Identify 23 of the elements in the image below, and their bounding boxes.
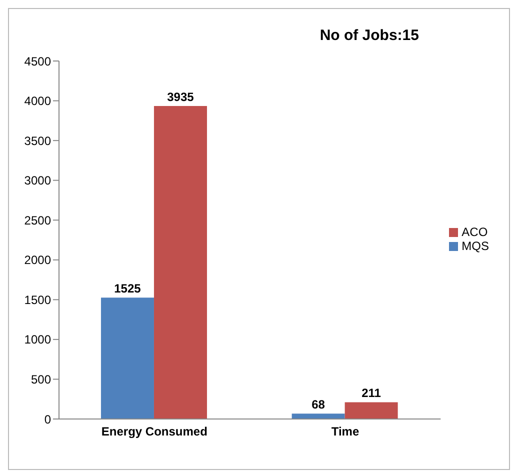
legend-label: ACO [462,225,488,239]
y-tick-label: 4000 [24,94,52,108]
text: No of Jobs:15 [320,27,419,44]
y-tick-label: 1500 [24,292,52,307]
y-tick-label: 0 [44,412,52,426]
y-tick-label: 2000 [24,253,52,268]
bar [154,106,207,419]
x-tick-label: Energy Consumed [101,424,208,439]
y-tick-label: 500 [30,372,52,386]
y-tick-label: 4500 [24,54,52,68]
data-label: 1525 [114,282,142,296]
y-tick-label: 3000 [24,174,52,188]
data-label: 3935 [167,90,194,104]
y-tick-label: 2500 [24,213,52,228]
bar [292,414,345,419]
y-tick-label: 3500 [24,134,52,148]
x-tick-label: Time [331,424,360,439]
bar [100,298,154,419]
bar [344,402,398,419]
legend-label: MQS [462,239,489,253]
data-label: 211 [362,386,382,400]
data-label: 68 [312,398,326,412]
y-tick-label: 1000 [24,332,52,347]
